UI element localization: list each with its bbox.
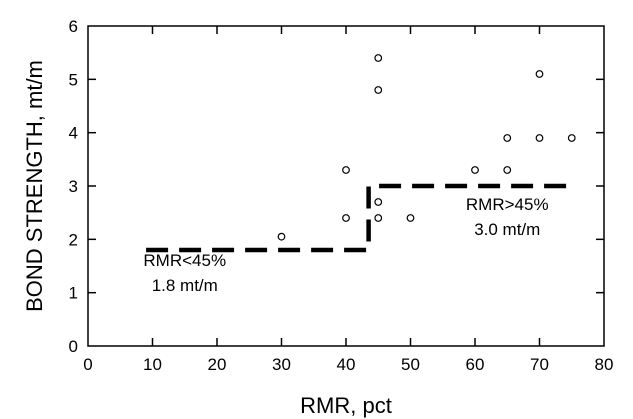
y-axis-title: BOND STRENGTH, mt/m [22,60,47,312]
data-point [342,166,350,174]
data-point [374,198,383,206]
data-point [535,134,544,142]
data-point [277,232,286,241]
annotation-line: RMR<45% [143,251,226,270]
data-point [503,166,512,174]
y-tick-label: 6 [69,17,78,36]
x-tick-label: 20 [208,355,227,374]
data-point [471,166,479,174]
x-tick-label: 0 [83,355,92,374]
x-tick-label: 40 [337,355,356,374]
data-point [374,214,383,222]
x-tick-labels: 0 10 20 30 40 50 60 70 80 [83,355,613,374]
data-point [374,54,383,62]
x-tick-label: 80 [595,355,614,374]
annotations: RMR<45% 1.8 mt/m RMR>45% 3.0 mt/m [143,195,548,295]
y-tick-label: 5 [69,70,78,89]
y-tick-label: 4 [69,124,78,143]
y-tick-label: 1 [69,284,78,303]
annotation-line: 1.8 mt/m [152,276,218,295]
data-point [374,86,383,94]
x-tick-label: 30 [272,355,291,374]
x-tick-label: 60 [466,355,485,374]
annotation-line: RMR>45% [466,195,549,214]
data-point [342,214,350,222]
y-tick-labels: 0 1 2 3 4 5 6 [69,17,78,356]
data-point [406,214,415,222]
y-tick-label: 3 [69,177,78,196]
y-tick-label: 0 [69,337,78,356]
annotation-line: 3.0 mt/m [474,220,540,239]
y-tick-label: 2 [69,230,78,249]
data-point [535,70,544,78]
data-point [567,134,576,142]
axis-ticks [88,26,604,346]
x-tick-label: 70 [530,355,549,374]
data-point [503,134,512,142]
x-tick-label: 10 [143,355,162,374]
data-points [277,54,576,241]
x-tick-label: 50 [401,355,420,374]
step-line [146,183,575,253]
x-axis-title: RMR, pct [300,393,392,418]
